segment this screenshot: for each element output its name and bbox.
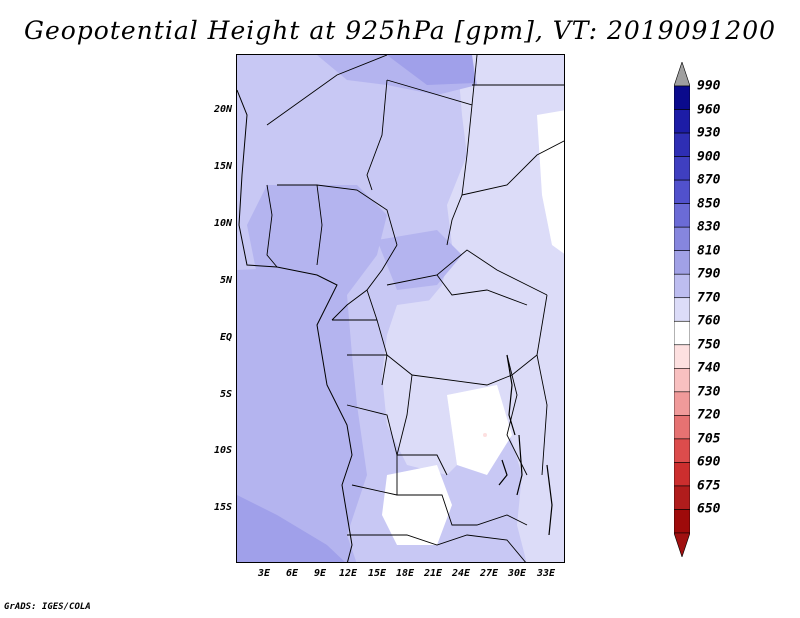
- colorbar-top-arrow: [673, 61, 691, 87]
- colorbar-swatch: [673, 203, 691, 228]
- colorbar-level-label: 930: [697, 125, 721, 141]
- colorbar-swatch: [673, 368, 691, 393]
- lon-label-9e: 9E: [313, 568, 327, 579]
- colorbar-swatch: [673, 462, 691, 487]
- coastline: [237, 89, 353, 562]
- colorbar-swatch: [673, 132, 691, 157]
- lon-label-21e: 21E: [423, 568, 443, 579]
- lat-label-5s: 5S: [219, 389, 232, 400]
- lon-label-24e: 24E: [451, 568, 471, 579]
- colorbar-level-label: 770: [697, 290, 721, 306]
- colorbar-level-label: 750: [697, 337, 721, 353]
- colorbar-level-label: 850: [697, 196, 721, 212]
- colorbar-swatch: [673, 344, 691, 369]
- colorbar-level-label: 810: [697, 243, 721, 259]
- field-north-830: [387, 55, 475, 85]
- colorbar-level-label: 705: [697, 431, 721, 447]
- field-congo-770: [382, 295, 537, 475]
- colorbar-swatch: [673, 415, 691, 440]
- lat-label-20n: 20N: [213, 104, 232, 115]
- field-central-810: [377, 230, 462, 290]
- colorbar-level-label: 720: [697, 407, 721, 423]
- colorbar-level-label: 790: [697, 266, 721, 282]
- colorbar: [673, 61, 691, 558]
- country-borders: [266, 55, 564, 562]
- colorbar-swatch: [673, 109, 691, 134]
- lakes: [498, 354, 553, 536]
- lat-label-15n: 15N: [213, 161, 232, 172]
- colorbar-level-label: 650: [697, 501, 721, 517]
- lon-label-18e: 18E: [395, 568, 415, 579]
- colorbar-bottom-arrow: [673, 532, 691, 558]
- colorbar-swatch: [673, 485, 691, 510]
- field-lakes-white: [447, 385, 512, 475]
- colorbar-swatch: [673, 226, 691, 251]
- lat-label-10n: 10N: [213, 218, 232, 229]
- colorbar-level-label: 990: [697, 78, 721, 94]
- colorbar-swatch: [673, 273, 691, 299]
- colorbar-swatch: [673, 509, 691, 534]
- lon-label-3e: 3E: [257, 568, 271, 579]
- geopotential-field: [237, 55, 564, 562]
- colorbar-swatch: [673, 179, 691, 204]
- field-south-white: [382, 465, 452, 545]
- colorbar-level-label: 870: [697, 172, 721, 188]
- colorbar-swatch: [673, 85, 691, 110]
- colorbar-swatch: [673, 438, 691, 463]
- field-pink-spot: [483, 433, 487, 437]
- colorbar-level-label: 830: [697, 219, 721, 235]
- map-plot: [236, 54, 565, 563]
- colorbar-level-label: 740: [697, 360, 721, 376]
- colorbar-swatch: [673, 156, 691, 181]
- lat-label-15s: 15S: [213, 502, 232, 513]
- colorbar-swatch: [673, 250, 691, 275]
- lat-label-eq: EQ: [219, 332, 232, 343]
- colorbar-swatch: [673, 391, 691, 416]
- colorbar-swatch: [673, 297, 691, 322]
- colorbar-level-label: 900: [697, 149, 721, 165]
- colorbar-scale: [673, 61, 691, 558]
- colorbar-level-label: 760: [697, 313, 721, 329]
- colorbar-level-label: 960: [697, 102, 721, 118]
- field-east-white: [537, 110, 564, 254]
- colorbar-swatch: [673, 320, 691, 346]
- lon-label-15e: 15E: [367, 568, 387, 579]
- lon-label-27e: 27E: [479, 568, 499, 579]
- colorbar-level-label: 675: [697, 478, 721, 494]
- field-atlantic-810: [237, 265, 367, 562]
- lon-label-33e: 33E: [536, 568, 556, 579]
- lat-label-5n: 5N: [219, 275, 232, 286]
- colorbar-level-label: 730: [697, 384, 721, 400]
- field-southwest-830: [237, 495, 345, 562]
- grads-credit: GrADS: IGES/COLA: [4, 602, 91, 612]
- lon-label-12e: 12E: [338, 568, 358, 579]
- lon-label-30e: 30E: [507, 568, 527, 579]
- map-title: Geopotential Height at 925hPa [gpm], VT:…: [23, 16, 777, 45]
- colorbar-level-label: 690: [697, 454, 721, 470]
- lat-label-10s: 10S: [213, 445, 232, 456]
- lon-label-6e: 6E: [285, 568, 299, 579]
